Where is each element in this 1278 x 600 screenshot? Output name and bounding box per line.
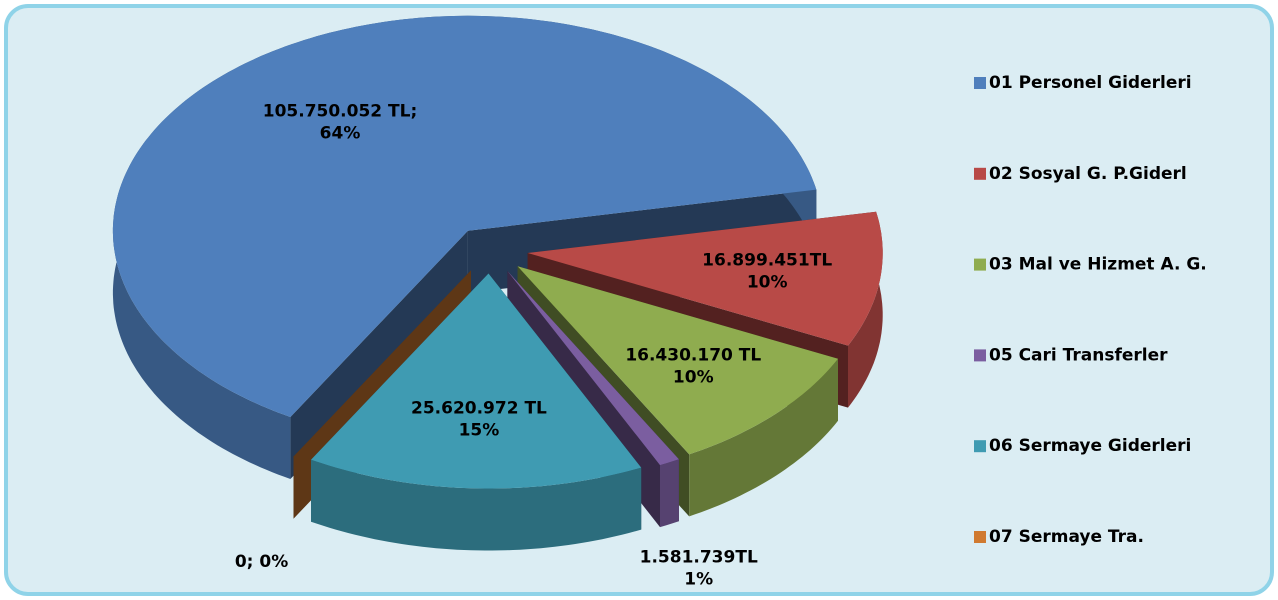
legend-swatch <box>974 531 986 543</box>
data-label: 16.899.451TL <box>702 250 832 270</box>
legend-swatch <box>974 167 986 180</box>
slice-side <box>689 358 838 517</box>
data-label: 15% <box>459 421 500 441</box>
legend-swatch <box>974 440 986 453</box>
slice-top <box>311 273 642 489</box>
slice-top <box>527 211 883 346</box>
data-label: 16.430.170 TL <box>625 345 761 365</box>
slice-side <box>848 211 883 408</box>
slice <box>311 273 642 551</box>
data-label: 25.620.972 TL <box>411 399 547 419</box>
legend-label: 07 Sermaye Tra. <box>989 527 1144 547</box>
legend-label: 06 Sermaye Giderleri <box>989 436 1191 456</box>
slice-top <box>517 266 838 455</box>
data-label: 10% <box>673 367 714 387</box>
slice-top <box>507 271 679 466</box>
legend-label: 03 Mal ve Hizmet A. G. <box>989 255 1207 275</box>
data-label: 1.581.739TL <box>640 548 758 568</box>
legend-label: 01 Personel Giderleri <box>989 73 1192 93</box>
legend-swatch <box>974 258 986 271</box>
slice-top <box>112 15 817 418</box>
legend-label: 05 Cari Transferler <box>989 345 1168 365</box>
legend-swatch <box>974 349 986 362</box>
data-label: 0; 0% <box>235 552 288 572</box>
data-label: 1% <box>684 570 713 590</box>
slice-side <box>311 459 642 551</box>
legend-label: 02 Sosyal G. P.Giderl <box>989 164 1187 184</box>
slice-side <box>660 459 679 528</box>
data-label: 64% <box>320 123 361 143</box>
data-label: 10% <box>747 272 788 292</box>
data-label: 105.750.052 TL; <box>263 101 418 121</box>
legend-swatch <box>974 77 986 89</box>
